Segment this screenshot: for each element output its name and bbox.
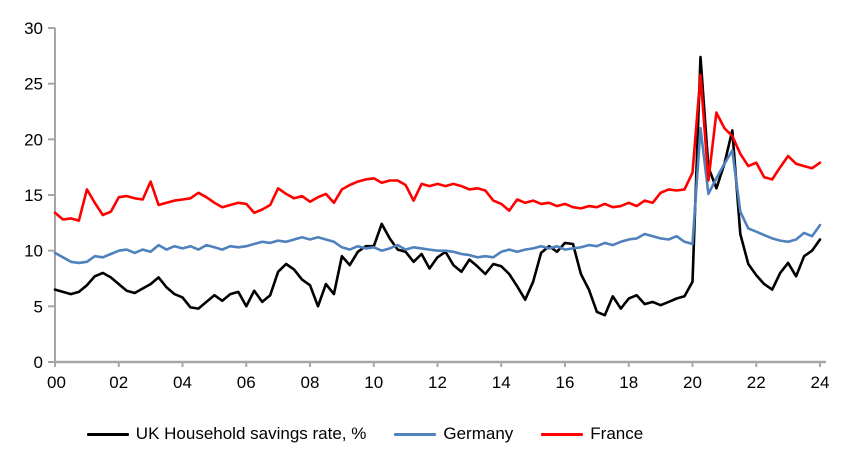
legend-label-uk: UK Household savings rate, % — [135, 424, 367, 443]
chart-plot: 0 5 10 15 20 25 30 00 02 04 06 08 10 12 14 16 18 20 22 24 — [24, 19, 830, 392]
svg-text:02: 02 — [109, 373, 128, 392]
svg-text:20: 20 — [24, 130, 43, 149]
uk-line-swatch — [86, 432, 129, 436]
legend-item-france: France — [541, 424, 643, 444]
legend-item-germany: Germany — [394, 424, 513, 444]
svg-text:00: 00 — [47, 373, 66, 392]
legend-label-france: France — [590, 424, 644, 443]
svg-text:14: 14 — [492, 373, 511, 392]
svg-text:20: 20 — [683, 373, 702, 392]
svg-text:08: 08 — [301, 373, 320, 392]
svg-text:04: 04 — [173, 373, 192, 392]
germany-line-swatch — [394, 432, 437, 436]
svg-text:16: 16 — [556, 373, 575, 392]
legend-label-germany: Germany — [443, 424, 514, 443]
svg-text:06: 06 — [237, 373, 256, 392]
svg-text:0: 0 — [34, 353, 43, 372]
svg-text:12: 12 — [428, 373, 447, 392]
svg-text:18: 18 — [619, 373, 638, 392]
svg-text:22: 22 — [747, 373, 766, 392]
chart-legend: UK Household savings rate, % Germany Fra… — [0, 424, 730, 444]
svg-text:15: 15 — [24, 186, 43, 205]
svg-text:10: 10 — [24, 242, 43, 261]
france-line-swatch — [541, 432, 584, 436]
svg-text:30: 30 — [24, 19, 43, 38]
svg-text:25: 25 — [24, 75, 43, 94]
svg-text:10: 10 — [364, 373, 383, 392]
svg-text:24: 24 — [811, 373, 830, 392]
legend-item-uk: UK Household savings rate, % — [86, 424, 367, 444]
svg-text:5: 5 — [34, 297, 43, 316]
